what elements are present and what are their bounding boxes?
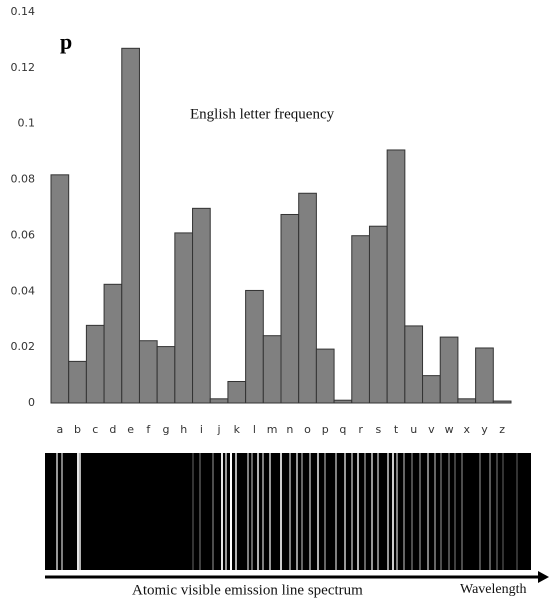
x-tick-label: r — [358, 423, 363, 436]
x-tick-label: c — [92, 423, 98, 436]
bar — [228, 381, 246, 403]
arrow-label: Wavelength — [460, 582, 527, 597]
bar — [246, 290, 264, 403]
y-tick-label: 0.12 — [11, 61, 36, 74]
x-tick-label: j — [217, 423, 221, 436]
bar — [334, 400, 352, 403]
x-tick-label: n — [286, 423, 293, 436]
x-tick-label: q — [339, 423, 346, 436]
x-tick-label: h — [180, 423, 187, 436]
bar — [316, 349, 334, 403]
bars — [51, 48, 511, 403]
spectrum-background — [45, 453, 531, 570]
bar — [476, 348, 494, 403]
x-tick-label: o — [304, 423, 311, 436]
bar — [387, 150, 405, 403]
y-tick-label: 0.04 — [11, 284, 36, 297]
caption: Atomic visible emission line spectrum — [132, 582, 363, 598]
chart-title: English letter frequency — [190, 106, 335, 122]
bar — [405, 326, 423, 403]
bar — [69, 361, 87, 403]
x-tick-label: a — [56, 423, 63, 436]
x-tick-label: l — [253, 423, 256, 436]
bar — [352, 236, 370, 403]
y-tick-label: 0.08 — [11, 173, 36, 186]
bar — [157, 347, 175, 403]
bar — [193, 208, 211, 403]
x-tick-label: v — [428, 423, 435, 436]
x-tick-label: p — [322, 423, 329, 436]
bar — [299, 193, 317, 403]
bar — [493, 401, 511, 403]
x-tick-label: d — [109, 423, 116, 436]
x-tick-label: z — [499, 423, 505, 436]
x-tick-label: g — [163, 423, 170, 436]
x-tick-label: x — [464, 423, 471, 436]
bar — [369, 226, 387, 403]
x-tick-label: s — [375, 423, 381, 436]
y-tick-label: 0.1 — [18, 117, 36, 130]
page: {"chart_data": {"type": "bar", "panel_la… — [0, 0, 549, 603]
x-tick-label: w — [445, 423, 454, 436]
bar — [51, 175, 69, 403]
bar — [423, 376, 441, 403]
bar — [175, 233, 193, 403]
bar — [104, 284, 122, 403]
bar — [440, 337, 458, 403]
x-tick-label: y — [481, 423, 488, 436]
y-tick-label: 0.14 — [11, 5, 36, 18]
bar — [458, 399, 476, 403]
y-tick-label: 0 — [28, 396, 35, 409]
x-tick-label: u — [410, 423, 417, 436]
chart: p English letter frequency Atomic visibl… — [0, 0, 549, 603]
x-tick-label: b — [74, 423, 81, 436]
panel-label: p — [60, 29, 72, 54]
x-tick-label: k — [234, 423, 241, 436]
bar — [263, 336, 281, 403]
bar — [139, 341, 157, 403]
x-tick-label: m — [267, 423, 278, 436]
y-tick-label: 0.06 — [11, 228, 36, 241]
x-tick-label: e — [127, 423, 134, 436]
bar — [281, 214, 299, 403]
x-tick-label: i — [200, 423, 203, 436]
bar — [122, 48, 140, 403]
spectrum — [45, 453, 531, 570]
x-tick-label: t — [394, 423, 399, 436]
y-tick-label: 0.02 — [11, 340, 36, 353]
bar — [210, 399, 228, 403]
x-tick-label: f — [146, 423, 151, 436]
arrow-head — [538, 571, 549, 583]
bar — [86, 325, 104, 403]
